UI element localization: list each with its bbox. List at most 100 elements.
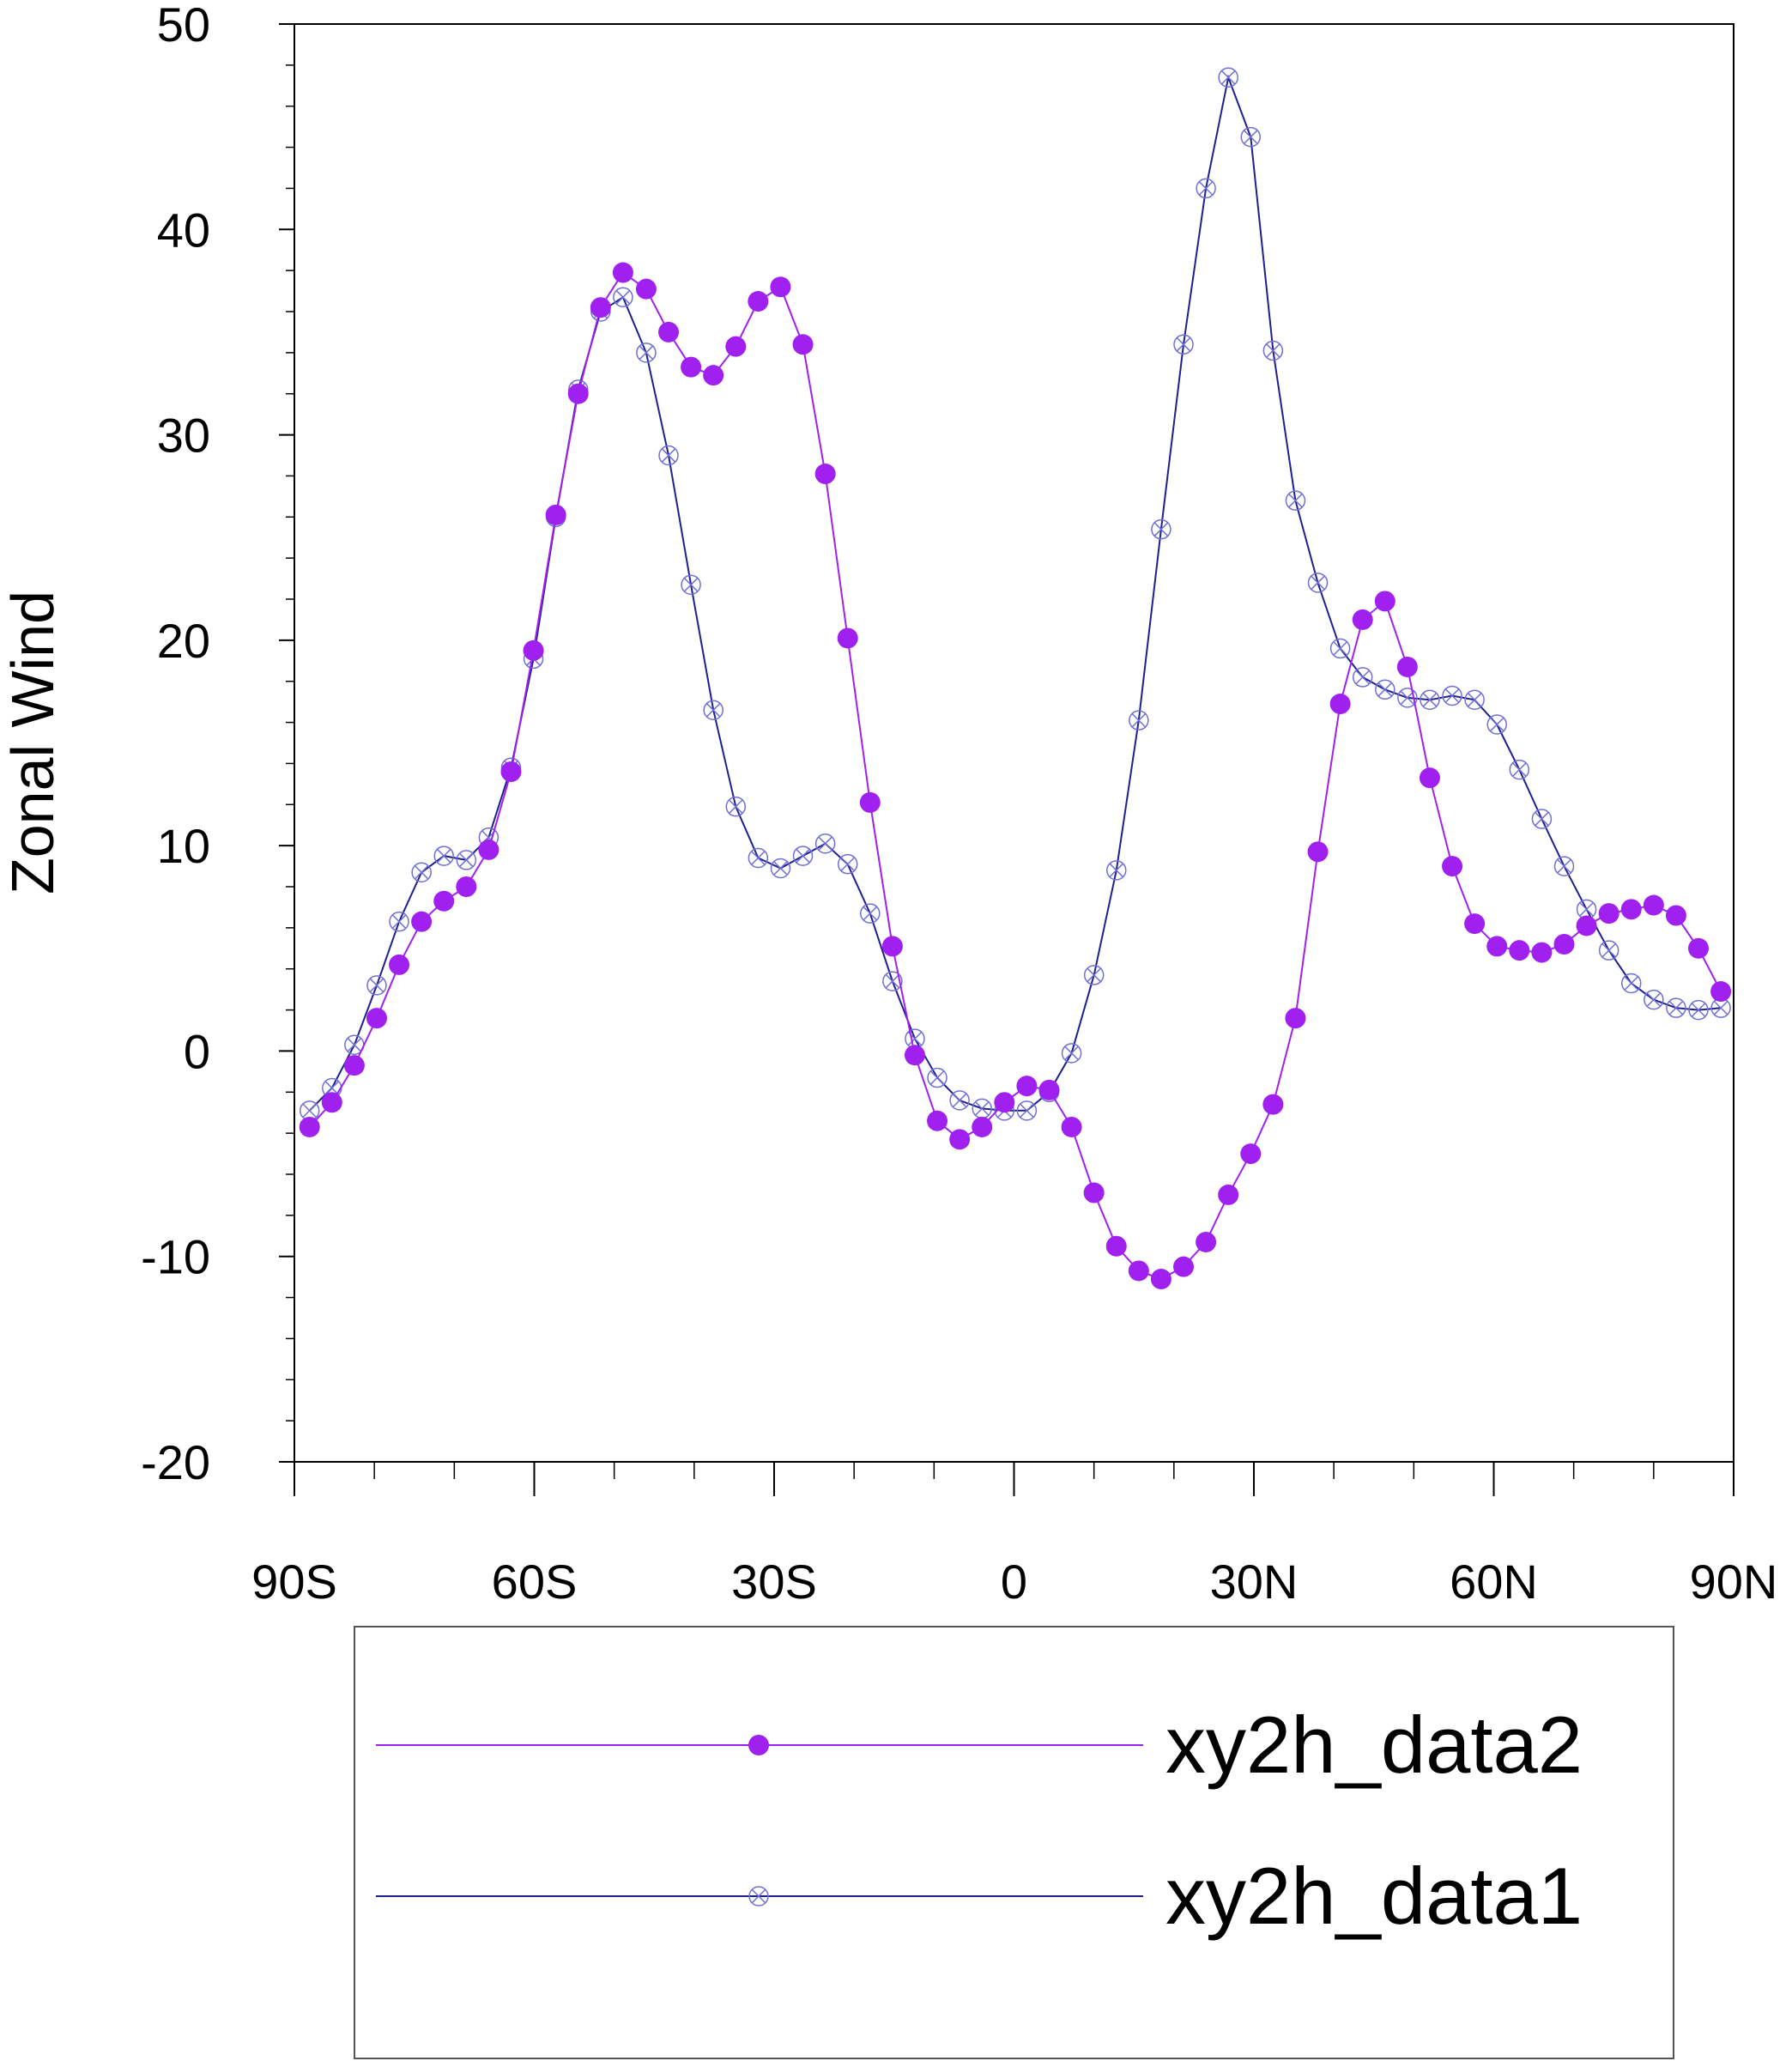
y-tick-label: 20 bbox=[157, 614, 210, 668]
x-tick-label: 90S bbox=[251, 1555, 337, 1609]
data-point bbox=[1553, 856, 1575, 876]
x-tick-label: 60N bbox=[1450, 1555, 1538, 1609]
data-point bbox=[366, 1008, 387, 1029]
data-point bbox=[748, 291, 769, 312]
data-point bbox=[860, 903, 881, 924]
y-tick-label: 30 bbox=[157, 409, 210, 463]
legend-box bbox=[354, 1626, 1674, 2059]
series-xy2h_data1 bbox=[299, 67, 1731, 1121]
x-tick-label: 30N bbox=[1210, 1555, 1299, 1609]
legend-item: xy2h_data2 bbox=[376, 1700, 1583, 1790]
data-point bbox=[636, 342, 657, 363]
data-point bbox=[770, 858, 791, 879]
data-point bbox=[1553, 934, 1575, 955]
data-point bbox=[1307, 841, 1329, 863]
data-point bbox=[882, 971, 903, 991]
data-point bbox=[1173, 334, 1194, 355]
data-point bbox=[545, 504, 566, 525]
data-point bbox=[927, 1110, 948, 1131]
data-point bbox=[1262, 1094, 1284, 1115]
data-point bbox=[613, 287, 633, 307]
data-point bbox=[389, 911, 409, 932]
y-axis-title: Zonal Wind bbox=[0, 591, 66, 894]
data-point bbox=[1196, 178, 1216, 199]
data-point bbox=[658, 321, 680, 342]
data-point bbox=[792, 334, 814, 355]
data-point bbox=[748, 847, 769, 869]
data-point bbox=[299, 1116, 320, 1137]
data-point bbox=[972, 1116, 993, 1137]
legend: xy2h_data2 xy2h_data1 bbox=[354, 1626, 1674, 2059]
data-point bbox=[837, 627, 858, 649]
data-point bbox=[456, 850, 477, 870]
data-point bbox=[1150, 1269, 1171, 1290]
data-point bbox=[1016, 1100, 1038, 1121]
data-point bbox=[881, 936, 903, 957]
y-tick-label: 0 bbox=[184, 1024, 210, 1078]
data-point bbox=[1196, 1231, 1217, 1252]
data-point bbox=[770, 276, 791, 298]
data-point bbox=[1307, 573, 1329, 593]
data-point bbox=[321, 1092, 342, 1113]
data-point bbox=[904, 1045, 925, 1066]
data-point bbox=[1620, 899, 1642, 920]
data-point bbox=[590, 297, 611, 318]
data-point bbox=[814, 833, 836, 854]
x-tick-label: 60S bbox=[492, 1555, 578, 1609]
data-point bbox=[1688, 937, 1710, 959]
data-point bbox=[523, 640, 544, 661]
data-point bbox=[837, 853, 858, 875]
data-point bbox=[1151, 518, 1171, 540]
data-point bbox=[1218, 67, 1238, 88]
data-point bbox=[343, 1055, 365, 1076]
y-tick-label: 50 bbox=[157, 0, 210, 52]
data-point bbox=[1173, 1256, 1195, 1277]
data-point bbox=[1352, 609, 1373, 630]
data-point bbox=[1061, 1116, 1082, 1137]
x-tick-label: 0 bbox=[1001, 1555, 1027, 1609]
data-point bbox=[927, 1067, 947, 1088]
data-point bbox=[433, 890, 455, 912]
data-point bbox=[1576, 915, 1597, 937]
data-point bbox=[1688, 999, 1709, 1021]
data-point bbox=[1262, 340, 1284, 361]
data-point bbox=[1061, 1043, 1082, 1064]
series-xy2h_data2 bbox=[299, 262, 1732, 1290]
data-point bbox=[748, 1886, 769, 1906]
data-point bbox=[1710, 981, 1732, 1003]
data-point bbox=[1531, 942, 1553, 963]
data-point bbox=[1128, 1260, 1149, 1282]
data-point bbox=[859, 791, 881, 813]
data-point bbox=[1105, 1235, 1127, 1257]
x-tick-label: 90N bbox=[1690, 1555, 1778, 1609]
data-point bbox=[1464, 689, 1485, 710]
data-point bbox=[366, 975, 387, 996]
data-point bbox=[1419, 767, 1440, 789]
data-point bbox=[411, 862, 432, 882]
data-point bbox=[1038, 1079, 1060, 1100]
data-point bbox=[1486, 936, 1508, 957]
legend-label: xy2h_data1 bbox=[1165, 1851, 1583, 1941]
data-point bbox=[1644, 989, 1664, 1010]
data-point bbox=[1486, 714, 1507, 735]
data-point bbox=[389, 954, 410, 975]
data-point bbox=[1016, 1076, 1038, 1097]
x-tick-label: 30S bbox=[731, 1555, 817, 1609]
data-point bbox=[1285, 1008, 1306, 1029]
data-point bbox=[1442, 685, 1462, 706]
data-point bbox=[1509, 759, 1530, 780]
data-point bbox=[478, 839, 499, 860]
legend-label: xy2h_data2 bbox=[1165, 1700, 1583, 1790]
data-point bbox=[949, 1090, 970, 1111]
data-point bbox=[725, 796, 747, 817]
data-point bbox=[1531, 809, 1553, 829]
data-point bbox=[1420, 689, 1440, 710]
data-point bbox=[500, 761, 522, 782]
data-point bbox=[1129, 710, 1149, 730]
data-point bbox=[703, 365, 724, 386]
y-tick-label: 40 bbox=[157, 203, 210, 257]
data-point bbox=[703, 700, 723, 720]
data-point bbox=[1329, 694, 1351, 715]
data-point bbox=[1083, 1182, 1105, 1203]
